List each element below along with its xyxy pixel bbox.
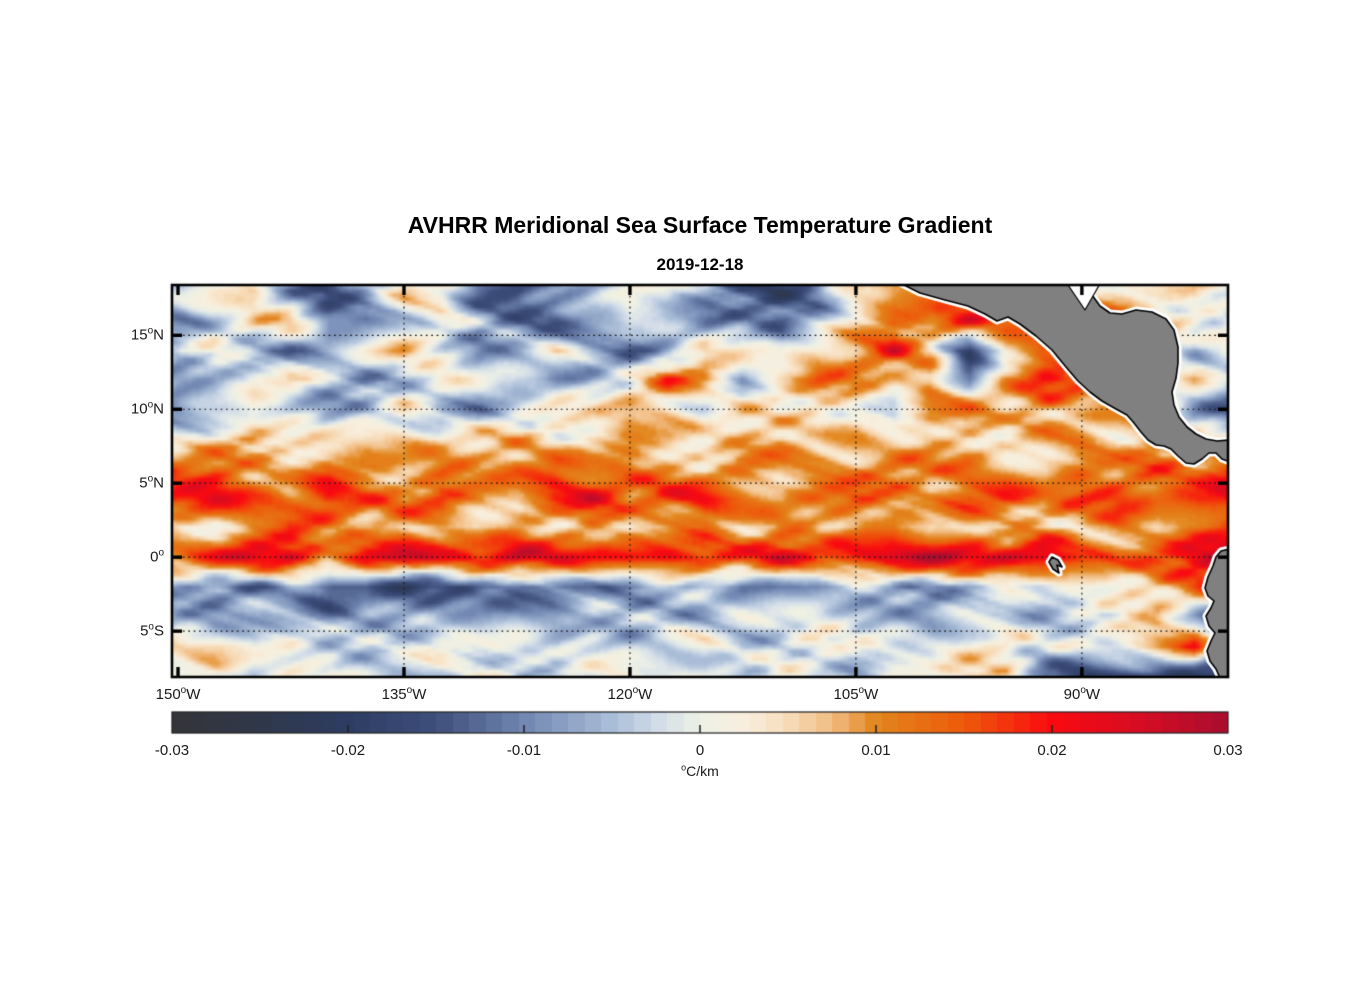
colorbar-tick-label-0.01: 0.01 <box>861 742 891 759</box>
y-tick-label-15N: 15oN <box>130 325 164 344</box>
date-subtitle: 2019-12-18 <box>656 255 744 274</box>
colorbar-unit-label: oC/km <box>681 762 719 779</box>
x-tick-label-135W: 135oW <box>381 685 427 704</box>
colorbar-tick-label-0.03: 0.03 <box>1213 742 1243 759</box>
degree-symbol: o <box>180 685 187 696</box>
colorbar-tick-label--0.03: -0.03 <box>154 742 190 759</box>
y-tick-label-10N: 10oN <box>130 399 164 418</box>
degree-symbol: o <box>858 685 865 696</box>
y-tick-label-5S: 5oS <box>140 621 164 640</box>
degree-symbol: o <box>406 685 413 696</box>
x-tick-label-150W: 150oW <box>155 685 201 704</box>
y-tick-label-5N: 5oN <box>139 473 164 492</box>
x-tick-label-90W: 90oW <box>1063 685 1101 704</box>
x-tick-label-105W: 105oW <box>833 685 879 704</box>
degree-symbol: o <box>158 547 164 559</box>
colorbar-tick-label--0.01: -0.01 <box>506 742 542 759</box>
degree-symbol: o <box>147 399 154 411</box>
x-tick-label-120W: 120oW <box>607 685 653 704</box>
degree-symbol: o <box>632 685 639 696</box>
degree-symbol: o <box>147 325 154 337</box>
degree-symbol: o <box>681 762 687 773</box>
page-title: AVHRR Meridional Sea Surface Temperature… <box>407 212 993 238</box>
degree-symbol: o <box>148 621 154 633</box>
y-tick-label-0: 0o <box>150 547 164 566</box>
degree-symbol: o <box>1080 685 1086 696</box>
colorbar-tick-label-0.02: 0.02 <box>1037 742 1067 759</box>
degree-symbol: o <box>147 473 154 485</box>
colorbar-tick-label--0.02: -0.02 <box>330 742 366 759</box>
colorbar-tick-label-0: 0 <box>695 742 705 759</box>
